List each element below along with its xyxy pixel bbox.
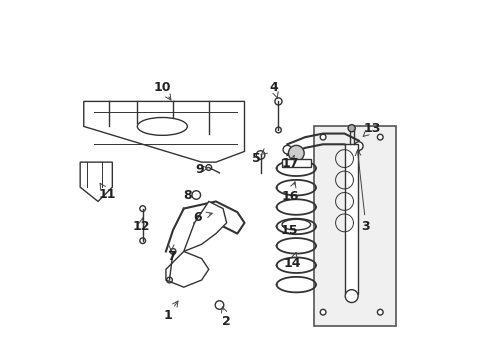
Ellipse shape	[282, 219, 310, 230]
Circle shape	[347, 125, 354, 132]
Text: 15: 15	[280, 224, 297, 237]
Text: 10: 10	[153, 81, 171, 94]
Bar	[345, 144, 357, 294]
Text: 6: 6	[193, 211, 202, 224]
Circle shape	[215, 301, 224, 309]
Circle shape	[377, 309, 382, 315]
Text: 3: 3	[361, 220, 369, 233]
Polygon shape	[83, 102, 244, 162]
Text: 5: 5	[251, 152, 260, 165]
Circle shape	[377, 134, 382, 140]
Circle shape	[345, 290, 357, 302]
Ellipse shape	[137, 117, 187, 135]
Circle shape	[354, 142, 363, 150]
Text: 13: 13	[363, 122, 380, 135]
Circle shape	[320, 134, 325, 140]
Bar	[282, 158, 310, 167]
Text: 17: 17	[281, 157, 298, 170]
FancyBboxPatch shape	[313, 126, 395, 327]
Text: 16: 16	[281, 190, 298, 203]
Text: 4: 4	[269, 81, 278, 94]
Text: 9: 9	[195, 163, 204, 176]
Circle shape	[320, 309, 325, 315]
Text: 7: 7	[166, 250, 175, 263]
Circle shape	[283, 145, 291, 154]
Polygon shape	[183, 202, 226, 251]
Text: 2: 2	[222, 315, 230, 328]
Text: 14: 14	[284, 257, 301, 270]
Text: 12: 12	[132, 220, 149, 233]
Text: 8: 8	[183, 189, 191, 202]
Text: 1: 1	[163, 309, 172, 322]
Text: 11: 11	[98, 188, 116, 201]
Polygon shape	[80, 162, 112, 202]
Circle shape	[288, 145, 304, 161]
Circle shape	[192, 191, 200, 199]
Polygon shape	[165, 251, 208, 287]
Circle shape	[256, 151, 264, 159]
